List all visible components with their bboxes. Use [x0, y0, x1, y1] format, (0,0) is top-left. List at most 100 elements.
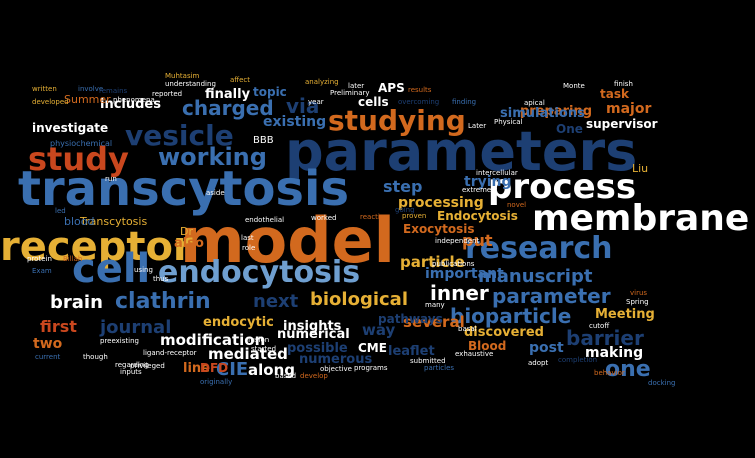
word-dfd: DFD: [200, 361, 228, 375]
word-biological: biological: [310, 289, 408, 310]
word-later: later: [348, 82, 364, 90]
word-mediated: mediated: [208, 345, 288, 363]
word-way: way: [362, 321, 396, 339]
word-understanding: understanding: [165, 80, 216, 88]
word-numerical: numerical: [277, 327, 350, 342]
word-also: also: [174, 236, 204, 251]
word-endocytosis: endocytosis: [158, 255, 360, 290]
word-model: model: [180, 204, 395, 277]
word-current: current: [35, 353, 61, 361]
word-working: working: [158, 143, 267, 171]
word-preparing: preparing: [520, 104, 592, 119]
word-membrane: membrane: [532, 198, 749, 239]
word-bioparticle: bioparticle: [450, 304, 571, 328]
word-important: important: [425, 266, 504, 282]
word-cme: CME: [358, 341, 387, 355]
word-remains: remains: [99, 87, 128, 95]
word-transcytosis: Transcytosis: [79, 215, 147, 228]
word-written: written: [32, 85, 57, 93]
word-one: one: [605, 357, 651, 382]
word-parameters: parameters: [285, 120, 637, 183]
word-put: put: [462, 231, 493, 250]
word-summer: Summer: [64, 93, 111, 106]
word-overcoming: overcoming: [398, 98, 439, 106]
word-apical: apical: [524, 99, 545, 107]
word-blood: blood: [64, 215, 94, 228]
word-studying: studying: [328, 104, 466, 137]
word-though: though: [83, 353, 108, 361]
word-transcytosis: transcytosis: [18, 161, 349, 217]
word-endocytic: endocytic: [203, 315, 274, 330]
word-reported: reported: [152, 90, 182, 98]
word-making: making: [585, 345, 643, 361]
word-submitted: submitted: [410, 357, 446, 365]
word-dr: Dr: [180, 225, 193, 238]
word-later: Later: [468, 122, 486, 130]
word-liu: Liu: [632, 162, 648, 175]
word-cutoff: cutoff: [589, 322, 609, 330]
word-possible: possible: [287, 341, 348, 356]
word-pathways: pathways: [378, 312, 443, 326]
word-developed: developed: [32, 98, 69, 106]
word-protein: protein: [27, 255, 52, 263]
word-finally: finally: [205, 87, 251, 102]
word-task: task: [600, 87, 630, 101]
word-discovered: discovered: [464, 325, 544, 340]
word-aps: APS: [378, 81, 405, 95]
word-next: next: [253, 291, 299, 312]
word-brain: brain: [50, 292, 103, 313]
word-cell: cell: [72, 246, 150, 292]
word-process: process: [488, 167, 636, 207]
word-along: along: [248, 361, 295, 379]
word-cells: cells: [358, 95, 389, 109]
word-objective: objective: [320, 365, 352, 373]
word-step: step: [383, 177, 422, 196]
word-major: major: [606, 101, 651, 117]
word-study: study: [28, 140, 129, 178]
word-preliminary: Preliminary: [330, 89, 370, 97]
word-existing: existing: [263, 114, 326, 130]
word-includes: includes: [100, 97, 161, 112]
word-barrier: barrier: [566, 326, 644, 350]
word-spring: Spring: [626, 298, 649, 306]
word-proven: proven: [402, 212, 426, 220]
word-muhtasim: Muhtasim: [165, 72, 200, 80]
word-year: year: [308, 98, 324, 106]
word-insights: insights: [283, 319, 342, 334]
word-endocytosis: Endocytosis: [437, 209, 518, 223]
word-programs: programs: [354, 364, 388, 372]
word-phenomena: phenomena: [113, 96, 155, 104]
word-simulations: simulations: [500, 106, 585, 121]
word-ligand-receptor: ligand-receptor: [143, 349, 197, 357]
word-completion: completion: [558, 356, 597, 364]
word-independent: independent: [435, 237, 480, 245]
word-processing: processing: [398, 195, 484, 211]
word-exocytosis: Exocytosis: [403, 222, 475, 236]
word-manuscript: manuscript: [478, 266, 593, 287]
word-thus: thus: [153, 275, 169, 283]
word-regarding: regarding: [115, 361, 149, 369]
word-leaflet: leaflet: [388, 344, 435, 359]
word-results: results: [408, 86, 432, 94]
word-finding: finding: [452, 98, 476, 106]
word-started: started: [251, 345, 276, 353]
word-privileged: privileged: [130, 362, 165, 370]
word-cie: CIE: [216, 359, 248, 380]
word-research: research: [465, 231, 613, 266]
word-extremely: extremely: [462, 186, 497, 194]
word-blood: Blood: [468, 339, 506, 353]
word-develop: develop: [300, 372, 328, 380]
word-two: two: [33, 336, 63, 352]
word-journal: journal: [99, 317, 171, 338]
word-physiochemical: physiochemical: [50, 139, 112, 148]
word-preexisting: preexisting: [100, 337, 139, 345]
word-role: role: [242, 244, 255, 252]
word-bbb: BBB: [253, 135, 274, 146]
word-aside: aside: [206, 189, 225, 197]
word-inner: inner: [430, 281, 489, 305]
word-novel: novel: [507, 201, 526, 209]
word-run: run: [105, 175, 117, 183]
word-one: One: [556, 122, 583, 136]
